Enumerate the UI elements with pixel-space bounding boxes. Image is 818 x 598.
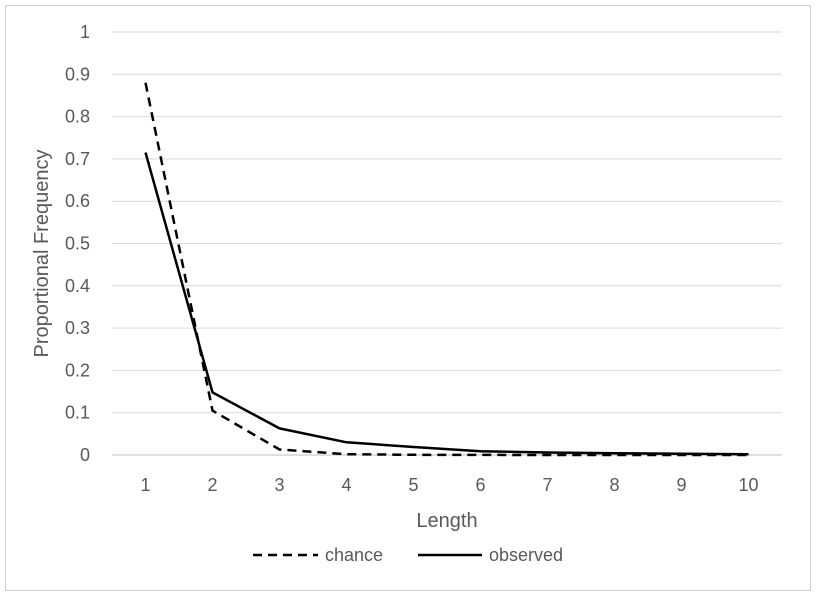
- x-axis-tick-labels: 1 2 3 4 5 6 7 8 9 10: [140, 475, 758, 495]
- x-tick-label: 7: [542, 475, 552, 495]
- y-tick-label: 0.7: [65, 149, 90, 169]
- y-tick-label: 0.3: [65, 318, 90, 338]
- x-tick-label: 2: [207, 475, 217, 495]
- x-tick-label: 4: [341, 475, 351, 495]
- y-tick-label: 0.2: [65, 360, 90, 380]
- series-line-observed: [144, 152, 749, 456]
- x-tick-label: 10: [738, 475, 758, 495]
- legend-label-chance: chance: [325, 545, 383, 565]
- legend-label-observed: observed: [489, 545, 563, 565]
- chart-frame: [5, 5, 811, 591]
- y-tick-label: 0: [80, 445, 90, 465]
- x-tick-label: 8: [609, 475, 619, 495]
- gridlines: [112, 31, 782, 414]
- y-tick-label: 0.4: [65, 276, 90, 296]
- series-lines: [144, 82, 749, 457]
- y-tick-label: 0.8: [65, 107, 90, 127]
- x-tick-label: 9: [676, 475, 686, 495]
- x-tick-label: 3: [274, 475, 284, 495]
- x-tick-label: 5: [408, 475, 418, 495]
- y-tick-label: 0.6: [65, 191, 90, 211]
- y-tick-label: 0.5: [65, 234, 90, 254]
- y-axis-title: Proportional Frequency: [31, 150, 53, 358]
- x-axis-title: Length: [416, 510, 477, 532]
- y-tick-label: 0.1: [65, 403, 90, 423]
- legend: chance observed: [253, 545, 563, 565]
- y-tick-label: 0.9: [65, 64, 90, 84]
- y-axis-tick-labels: 0 0.1 0.2 0.3 0.4 0.5 0.6 0.7 0.8 0.9 1: [65, 22, 90, 465]
- series-line-chance: [144, 82, 749, 457]
- y-tick-label: 1: [80, 22, 90, 42]
- x-tick-label: 1: [140, 475, 150, 495]
- x-tick-label: 6: [475, 475, 485, 495]
